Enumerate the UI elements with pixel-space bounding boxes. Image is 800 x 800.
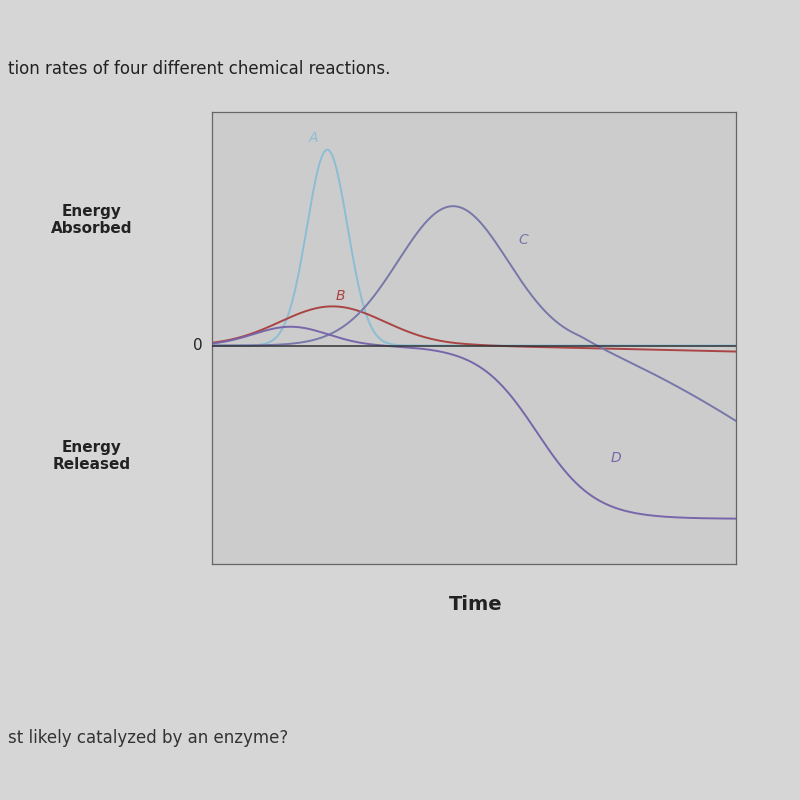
Text: Time: Time: [449, 594, 503, 614]
Text: tion rates of four different chemical reactions.: tion rates of four different chemical re…: [8, 60, 390, 78]
Text: st likely catalyzed by an enzyme?: st likely catalyzed by an enzyme?: [8, 729, 288, 746]
Text: B: B: [335, 290, 345, 303]
Text: C: C: [518, 233, 528, 247]
Text: A: A: [309, 131, 318, 145]
Text: 0: 0: [193, 338, 202, 353]
Text: D: D: [610, 451, 621, 466]
Text: Energy
Absorbed: Energy Absorbed: [51, 204, 133, 236]
Text: Energy
Released: Energy Released: [53, 440, 131, 472]
